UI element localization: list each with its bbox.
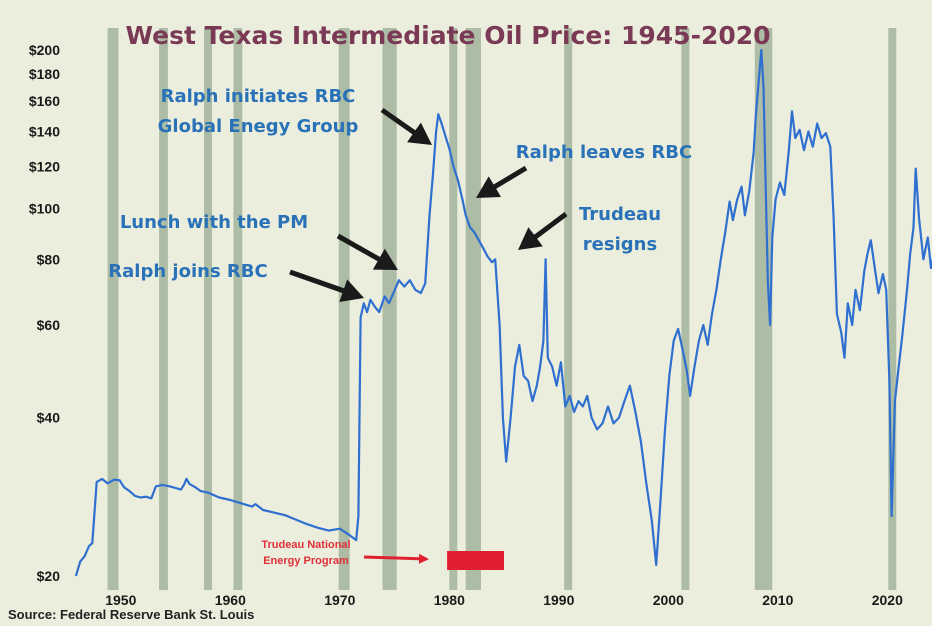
- x-tick-label: 1980: [434, 592, 465, 608]
- recession-band: [233, 28, 243, 590]
- x-tick-label: 2010: [762, 592, 793, 608]
- recession-band: [204, 28, 212, 590]
- annotation-arrow: [380, 108, 432, 145]
- chart-title: West Texas Intermediate Oil Price: 1945-…: [125, 21, 770, 50]
- annotation-ralph-initiates-line2: Global Enegy Group: [158, 116, 359, 137]
- recession-band: [465, 28, 481, 590]
- y-tick-label: $140: [29, 124, 60, 140]
- recession-band: [159, 28, 168, 590]
- recession-band: [449, 28, 458, 590]
- recession-band: [754, 28, 773, 590]
- x-tick-label: 1960: [215, 592, 246, 608]
- annotation-arrow: [518, 212, 568, 250]
- program-bar: [447, 551, 504, 570]
- y-tick-label: $80: [37, 251, 61, 267]
- y-tick-label: $100: [29, 200, 60, 216]
- x-tick-label: 1970: [324, 592, 355, 608]
- recession-band: [107, 28, 119, 590]
- x-tick-label: 1990: [543, 592, 574, 608]
- annotation-trudeau-resigns-line2: resigns: [583, 234, 657, 255]
- program-label-line1: Trudeau National: [261, 539, 350, 551]
- source-note: Source: Federal Reserve Bank St. Louis: [8, 607, 254, 622]
- program-label: Trudeau National Energy Program: [261, 539, 350, 567]
- annotation-ralph-joins: Ralph joins RBC: [108, 261, 267, 282]
- program-label-line2: Energy Program: [263, 555, 349, 567]
- annotation-arrow: [476, 165, 528, 198]
- y-tick-label: $40: [37, 410, 61, 426]
- annotation-arrow: [289, 269, 364, 302]
- axes: $20 $40 $60 $80 $100 $120 $140 $160 $180 $200 1950…: [29, 42, 903, 608]
- recession-band: [681, 28, 690, 590]
- annotation-ralph-leaves: Ralph leaves RBC: [516, 142, 692, 163]
- recession-band: [382, 28, 397, 590]
- y-tick-label: $20: [37, 568, 61, 584]
- program-arrow: [363, 553, 429, 564]
- y-tick-label: $200: [29, 42, 60, 58]
- recession-band: [338, 28, 350, 590]
- x-tick-label: 2000: [653, 592, 684, 608]
- y-tick-label: $120: [29, 159, 60, 175]
- series-layer: [74, 48, 932, 577]
- annotation-arrow: [336, 233, 398, 270]
- recession-bands: [107, 28, 897, 590]
- annotation-trudeau-resigns: Trudeau resigns: [579, 204, 661, 255]
- recession-band: [564, 28, 573, 590]
- annotation-trudeau-resigns-line1: Trudeau: [579, 204, 661, 225]
- annotation-ralph-initiates: Ralph initiates RBC Global Enegy Group: [158, 86, 359, 137]
- y-tick-label: $60: [37, 317, 61, 333]
- annotation-ralph-initiates-line1: Ralph initiates RBC: [161, 86, 356, 107]
- series-line: [74, 48, 932, 577]
- annotation-lunch-with-pm: Lunch with the PM: [120, 212, 308, 233]
- recession-band: [888, 28, 897, 590]
- y-tick-label: $180: [29, 66, 60, 82]
- x-tick-label: 2020: [872, 592, 903, 608]
- x-tick-label: 1950: [105, 592, 136, 608]
- y-tick-label: $160: [29, 93, 60, 109]
- annotations: [289, 108, 568, 570]
